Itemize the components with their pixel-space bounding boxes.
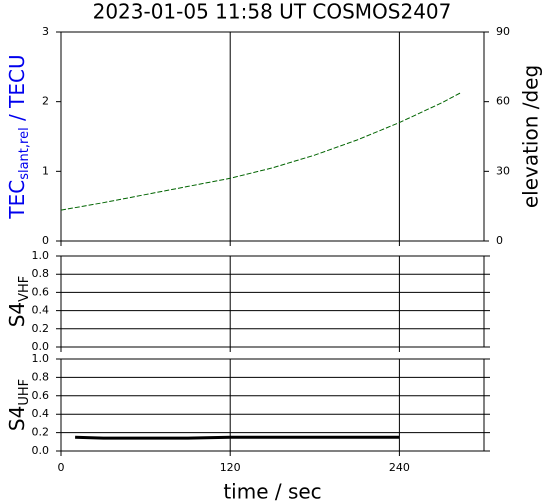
- y-tick-label: 0: [42, 234, 49, 247]
- y-label-sub: slant,rel: [17, 127, 32, 180]
- y-tick-label: 0.0: [32, 340, 50, 353]
- y-tick-label: 3: [42, 25, 49, 38]
- y-axis-label: S4VHF: [5, 276, 32, 328]
- y2-tick-label: 90: [496, 25, 510, 38]
- x-tick-label: 0: [58, 461, 65, 474]
- x-tick-label: 240: [389, 461, 410, 474]
- y-tick-label: 0.4: [32, 304, 50, 317]
- y-tick-label: 0.6: [32, 389, 50, 402]
- y-tick-label: 0.0: [32, 444, 50, 457]
- y-label-sub: VHF: [17, 276, 32, 302]
- y-tick-label: 2: [42, 95, 49, 108]
- y-tick-label: 0.8: [32, 267, 50, 280]
- x-axis-label: time / sec: [223, 480, 321, 504]
- y-label-main: TEC: [5, 180, 29, 220]
- y-label-main: S4: [5, 302, 29, 327]
- y-tick-label: 1.0: [32, 352, 50, 365]
- plot-frame: [60, 358, 485, 452]
- plot-frame: [60, 31, 485, 242]
- y-axis-label: S4UHF: [5, 379, 32, 431]
- y-label-suffix: / TECU: [5, 54, 29, 127]
- y2-axis-label: elevation /deg: [519, 65, 543, 208]
- x-tick-label: 120: [220, 461, 241, 474]
- y2-tick-label: 0: [496, 234, 503, 247]
- y-tick-label: 0.8: [32, 370, 50, 383]
- y-label-main: S4: [5, 406, 29, 431]
- y-tick-label: 0.2: [32, 322, 50, 335]
- chart-title: 2023-01-05 11:58 UT COSMOS2407: [93, 0, 452, 24]
- data-line: [60, 91, 462, 211]
- y-label-sub: UHF: [17, 379, 32, 406]
- y2-tick-label: 60: [496, 95, 510, 108]
- y-tick-label: 0.2: [32, 426, 50, 439]
- y-tick-label: 0.6: [32, 285, 50, 298]
- y-tick-label: 1: [42, 164, 49, 177]
- y-tick-label: 0.4: [32, 407, 50, 420]
- y2-tick-label: 30: [496, 164, 510, 177]
- data-line: [75, 435, 400, 440]
- plot-frame: [60, 255, 485, 348]
- y-tick-label: 1.0: [32, 249, 50, 262]
- y-axis-label: TECslant,rel / TECU: [5, 54, 32, 219]
